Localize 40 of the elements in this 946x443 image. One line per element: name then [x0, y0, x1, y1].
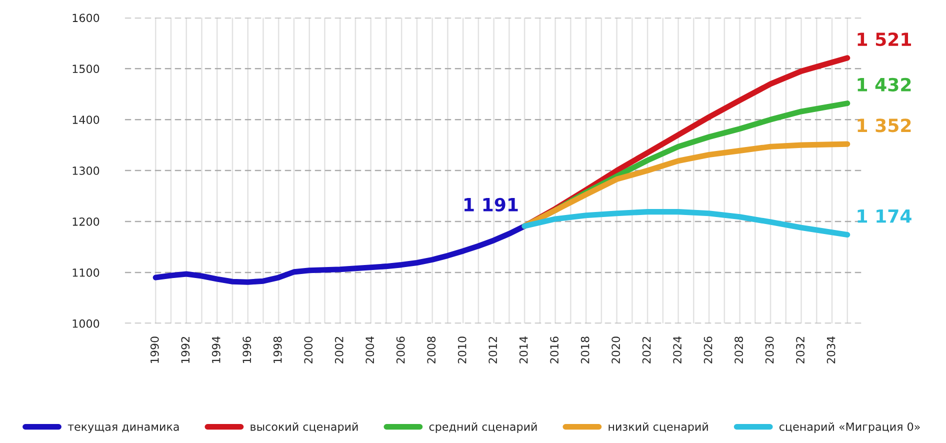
data-label: 1 521	[858, 32, 912, 46]
x-tick-label: 2034	[826, 336, 836, 364]
x-tick-label: 2028	[734, 336, 743, 364]
y-tick-label: 1100	[72, 268, 100, 277]
x-tick-label: 2006	[396, 336, 405, 364]
legend-label: текущая динамика	[68, 424, 179, 433]
legend-label: высокий сценарий	[250, 422, 358, 433]
x-tick-label: 1994	[212, 336, 220, 363]
data-label: 1 432	[858, 78, 911, 92]
data-label: 1 352	[858, 118, 911, 132]
legend-label: низкий сценарий	[608, 422, 708, 433]
x-tick-label: 2012	[488, 337, 498, 364]
data-label: 1 191	[464, 198, 518, 212]
legend-label: сценарий «Миграция 0»	[779, 422, 920, 433]
x-tick-label: 2008	[427, 336, 436, 364]
x-tick-label: 2022	[642, 337, 651, 364]
x-tick-label: 2032	[796, 337, 804, 364]
x-tick-label: 1992	[181, 337, 190, 363]
x-tick-label: 2010	[458, 336, 466, 364]
x-tick-label: 2004	[366, 336, 374, 364]
y-tick-label: 1200	[72, 217, 100, 226]
y-tick-label: 1600	[72, 14, 100, 22]
x-tick-label: 2016	[550, 336, 559, 364]
x-tick-label: 2014	[519, 336, 528, 364]
x-tick-label: 1990	[150, 336, 159, 363]
x-tick-label: 1998	[273, 336, 282, 363]
y-tick-label: 1000	[72, 319, 100, 328]
y-tick-label: 1300	[72, 166, 100, 175]
x-tick-label: 2026	[704, 336, 712, 364]
x-tick-label: 2002	[334, 337, 344, 364]
x-tick-label: 2020	[612, 336, 620, 364]
y-tick-label: 1500	[72, 64, 100, 74]
y-tick-label: 1400	[72, 116, 100, 124]
data-label: 1 174	[858, 209, 912, 223]
x-tick-label: 2030	[765, 336, 774, 364]
legend-label: средний сценарий	[429, 422, 537, 433]
x-tick-label: 2024	[673, 336, 682, 364]
x-tick-label: 2000	[304, 336, 313, 364]
x-tick-label: 2018	[580, 336, 590, 364]
x-tick-label: 1996	[242, 336, 252, 363]
